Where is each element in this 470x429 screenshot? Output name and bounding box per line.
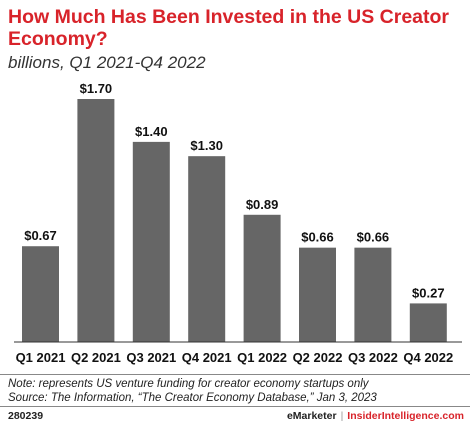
x-tick-label: Q2 2021 [71, 350, 121, 365]
x-tick-label: Q3 2022 [348, 350, 398, 365]
value-label: $1.40 [135, 124, 168, 139]
x-tick-label: Q1 2022 [237, 350, 287, 365]
bar-q2-2021 [77, 99, 115, 342]
divider-top [0, 374, 470, 375]
footer: 280239 eMarketer | InsiderIntelligence.com [8, 410, 464, 422]
value-label: $0.67 [24, 228, 57, 243]
value-label: $0.27 [412, 285, 445, 300]
x-tick-label: Q4 2021 [182, 350, 232, 365]
value-labels-group: $0.67 $1.70 $1.40 $1.30 $0.89 $0.66 $0.66 $0.27 [24, 81, 444, 300]
bar-q1-2022 [243, 214, 281, 342]
x-tick-label: Q4 2022 [403, 350, 453, 365]
chart-id: 280239 [8, 410, 44, 422]
value-label: $1.70 [80, 81, 113, 96]
bar-q1-2021 [22, 246, 59, 342]
brand-separator: | [340, 410, 344, 422]
x-tick-label: Q2 2022 [293, 350, 343, 365]
footer-brands: eMarketer | InsiderIntelligence.com [287, 410, 464, 422]
x-tick-label: Q3 2021 [126, 350, 176, 365]
chart-subtitle: billions, Q1 2021-Q4 2022 [8, 53, 206, 72]
chart-source: Source: The Information, “The Creator Ec… [8, 392, 377, 404]
bar-q3-2022 [354, 247, 392, 342]
bar-q3-2021 [132, 141, 170, 342]
chart-note: Note: represents US venture funding for … [8, 378, 369, 390]
value-label: $0.89 [246, 197, 279, 212]
value-label: $0.66 [301, 230, 334, 245]
divider-bottom [0, 406, 470, 407]
x-tick-labels-group: Q1 2021 Q2 2021 Q3 2021 Q4 2021 Q1 2022 Q2 20… [16, 350, 454, 365]
x-tick-label: Q1 2021 [16, 350, 66, 365]
bar-q4-2022 [409, 303, 447, 342]
bar-q2-2022 [299, 247, 336, 342]
chart-title: How Much Has Been Invested in the US Cre… [8, 6, 450, 50]
bars-group [22, 99, 447, 342]
brand-emarketer: eMarketer [286, 410, 337, 422]
value-label: $1.30 [190, 138, 223, 153]
value-label: $0.66 [357, 230, 390, 245]
bar-q4-2021 [188, 156, 226, 342]
brand-insider-intelligence: InsiderIntelligence.com [347, 410, 464, 422]
